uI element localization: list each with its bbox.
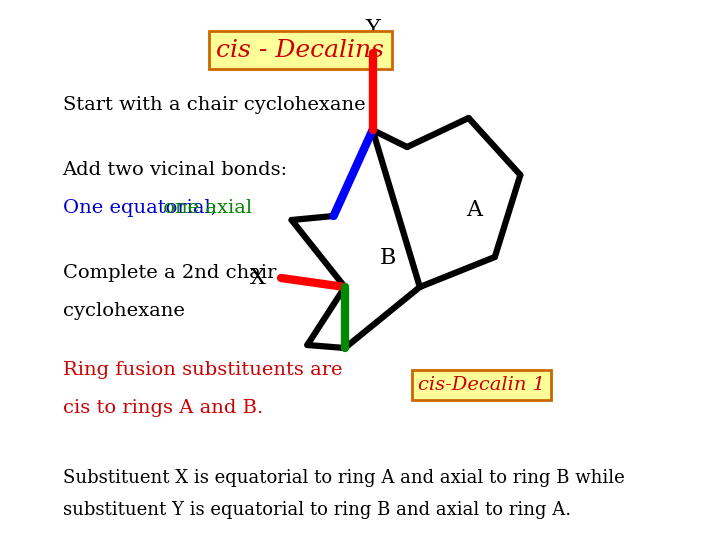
Text: cis-Decalin 1: cis-Decalin 1 <box>418 376 545 394</box>
Text: Ring fusion substituents are: Ring fusion substituents are <box>63 361 342 379</box>
Text: Substituent X is equatorial to ring A and axial to ring B while: Substituent X is equatorial to ring A an… <box>63 469 624 487</box>
Text: cis - Decalins: cis - Decalins <box>216 39 384 62</box>
Text: One equatorial;: One equatorial; <box>63 199 217 217</box>
Text: Complete a 2nd chair: Complete a 2nd chair <box>63 264 276 282</box>
Text: cyclohexane: cyclohexane <box>63 301 184 320</box>
Text: Start with a chair cyclohexane: Start with a chair cyclohexane <box>63 96 365 114</box>
Text: B: B <box>379 247 396 269</box>
Text: X: X <box>249 267 266 289</box>
Text: Y: Y <box>365 18 380 40</box>
Text: Add two vicinal bonds:: Add two vicinal bonds: <box>63 161 288 179</box>
Text: one axial: one axial <box>157 199 252 217</box>
Text: substituent Y is equatorial to ring B and axial to ring A.: substituent Y is equatorial to ring B an… <box>63 501 571 519</box>
Text: cis to rings A and B.: cis to rings A and B. <box>63 399 263 417</box>
Text: A: A <box>466 199 482 221</box>
